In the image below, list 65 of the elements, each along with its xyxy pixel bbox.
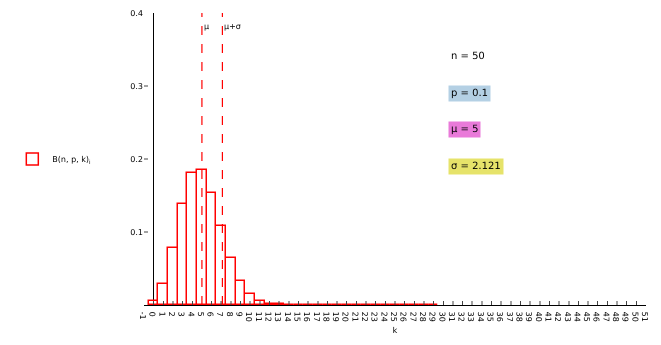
y-tick-label: 0.2	[130, 154, 143, 164]
x-tick-label: -1	[138, 312, 147, 320]
x-tick-label: 43	[562, 312, 572, 322]
x-axis-title: k	[392, 326, 398, 335]
x-tick-label: 51	[640, 312, 649, 322]
x-tick-label: 34	[476, 312, 485, 322]
x-tick-label: 16	[302, 312, 312, 322]
x-tick-label: 17	[312, 312, 321, 322]
x-tick-label: 21	[350, 312, 360, 322]
x-tick-label: 14	[282, 312, 292, 322]
x-tick-label: 29	[428, 312, 437, 322]
x-tick-label: 11	[254, 312, 263, 322]
x-tick-label: 9	[234, 312, 244, 317]
x-tick-label: 19	[331, 312, 340, 322]
x-tick-label: 12	[264, 312, 272, 322]
x-tick-label: 20	[340, 312, 350, 322]
x-tick-label: 7	[215, 312, 224, 317]
x-tick-label: 39	[524, 312, 534, 322]
x-tick-label: 40	[534, 312, 543, 322]
x-tick-label: 23	[370, 312, 379, 322]
annotation: μ = 5	[451, 124, 478, 135]
x-tick-label: 3	[176, 312, 186, 317]
x-tick-label: 47	[601, 312, 610, 322]
x-tick-label: 10	[244, 312, 254, 322]
y-tick-label: 0.3	[130, 82, 143, 91]
x-tick-label: 30	[437, 312, 446, 322]
y-tick-label: 0.4	[130, 8, 143, 18]
x-tick-label: 8	[224, 312, 234, 317]
x-tick-label: 33	[466, 312, 476, 322]
y-tick-label: 0.1	[130, 228, 143, 237]
x-tick-label: 49	[620, 312, 630, 322]
x-tick-label: 37	[504, 312, 514, 322]
x-tick-label: 36	[495, 312, 504, 322]
x-tick-label: 6	[206, 312, 215, 317]
annotation: n = 50	[451, 51, 485, 62]
x-tick-label: 45	[582, 312, 592, 322]
ref-line-label: μ	[204, 22, 210, 31]
x-tick-label: 28	[418, 312, 427, 322]
x-tick-label: 32	[456, 312, 466, 322]
x-tick-label: 1	[157, 312, 166, 317]
x-tick-label: 13	[273, 312, 282, 322]
x-tick-label: 41	[543, 312, 552, 322]
x-tick-label: 31	[446, 312, 456, 322]
x-tick-label: 27	[408, 312, 418, 322]
x-tick-label: 44	[572, 312, 582, 322]
x-tick-label: 38	[514, 312, 524, 322]
x-tick-label: 46	[592, 312, 601, 322]
ref-line-label: μ+σ	[224, 22, 241, 31]
x-tick-label: 26	[398, 312, 408, 322]
x-tick-label: 48	[611, 312, 620, 322]
x-tick-label: 4	[186, 312, 196, 317]
x-tick-label: 42	[553, 312, 562, 322]
x-tick-label: 18	[321, 312, 330, 322]
annotation: σ = 2.121	[451, 161, 501, 172]
x-tick-label: 2	[166, 312, 176, 317]
x-tick-label: 22	[360, 312, 370, 322]
x-tick-label: 0	[148, 312, 157, 317]
x-tick-label: 50	[630, 312, 640, 322]
x-tick-label: 24	[379, 312, 388, 322]
x-tick-label: 25	[389, 312, 398, 322]
x-tick-label: 5	[196, 312, 205, 317]
annotation: p = 0.1	[451, 88, 488, 99]
x-tick-label: 35	[486, 312, 495, 322]
legend-label: B(n, p, k)$_{i}$	[52, 155, 91, 166]
x-tick-label: 15	[292, 312, 302, 322]
